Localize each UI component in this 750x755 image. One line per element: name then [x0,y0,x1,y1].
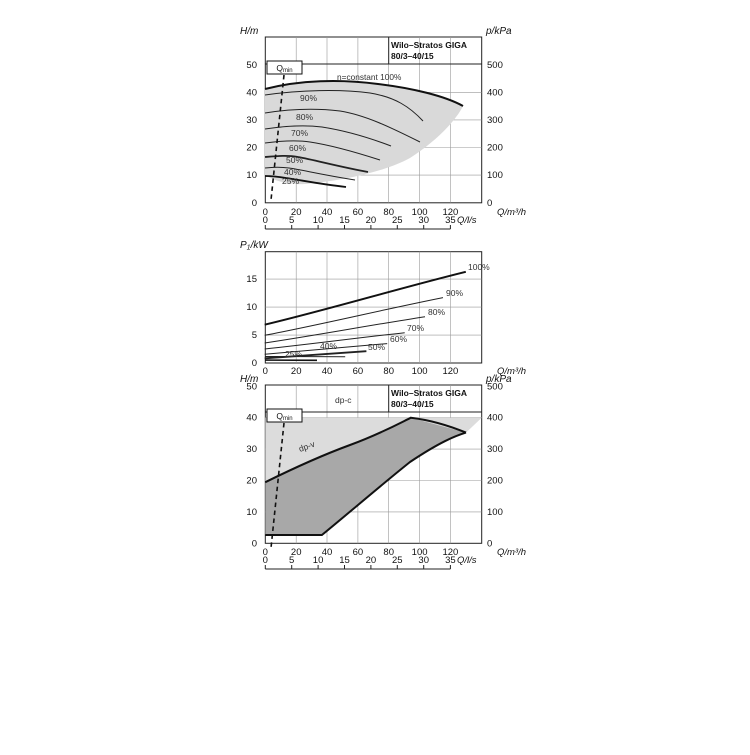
svg-text:0: 0 [252,538,257,549]
svg-text:35: 35 [445,555,456,566]
svg-text:300: 300 [487,444,503,455]
svg-text:400: 400 [487,413,503,424]
svg-text:60: 60 [353,207,364,218]
svg-text:35: 35 [445,215,456,226]
svg-text:25%: 25% [282,176,299,186]
svg-text:20: 20 [366,555,377,566]
svg-text:10: 10 [246,507,257,518]
svg-text:10: 10 [313,555,324,566]
svg-text:80%: 80% [428,307,445,317]
svg-text:15: 15 [339,555,350,566]
svg-text:20: 20 [246,143,257,154]
svg-text:Wilo–Stratos GIGA: Wilo–Stratos GIGA [391,40,467,50]
svg-text:90%: 90% [446,288,463,298]
svg-text:40%: 40% [320,341,337,351]
svg-text:90%: 90% [300,93,317,103]
svg-text:0: 0 [487,198,492,209]
svg-text:80%: 80% [296,112,313,122]
svg-text:500: 500 [487,382,503,393]
svg-text:50: 50 [246,382,257,393]
svg-text:200: 200 [487,143,503,154]
svg-text:30: 30 [418,215,429,226]
svg-text:Q/m³/h: Q/m³/h [497,547,526,558]
svg-text:40: 40 [246,413,257,424]
svg-text:10: 10 [246,170,257,181]
svg-text:H/m: H/m [240,26,258,37]
svg-text:n=constant 100%: n=constant 100% [337,72,402,82]
svg-text:5: 5 [289,555,294,566]
svg-text:15: 15 [246,274,257,285]
svg-text:p/kPa: p/kPa [485,26,512,37]
svg-text:70%: 70% [291,128,308,138]
svg-text:Q/l/s: Q/l/s [457,555,477,566]
svg-text:30: 30 [246,444,257,455]
svg-text:80/3–40/15: 80/3–40/15 [391,399,434,409]
svg-text:P1/kW: P1/kW [240,240,269,252]
svg-text:40: 40 [246,88,257,99]
svg-text:80/3–40/15: 80/3–40/15 [391,51,434,61]
svg-text:0: 0 [263,366,268,377]
svg-text:50%: 50% [286,155,303,165]
svg-text:80: 80 [383,366,394,377]
svg-text:30: 30 [246,115,257,126]
svg-text:0: 0 [252,358,257,369]
svg-text:400: 400 [487,88,503,99]
svg-text:30: 30 [418,555,429,566]
svg-text:25%: 25% [285,349,302,359]
svg-text:60%: 60% [390,334,407,344]
svg-text:20: 20 [291,366,302,377]
svg-text:60: 60 [353,547,364,558]
svg-text:10: 10 [313,215,324,226]
svg-text:60: 60 [353,366,364,377]
svg-text:50%: 50% [368,342,385,352]
svg-text:dp-c: dp-c [335,395,352,405]
svg-text:5: 5 [289,215,294,226]
svg-text:Q/m³/h: Q/m³/h [497,207,526,218]
svg-text:100%: 100% [468,262,490,272]
svg-text:20: 20 [246,476,257,487]
svg-text:0: 0 [263,215,268,226]
svg-text:200: 200 [487,476,503,487]
svg-text:70%: 70% [407,323,424,333]
svg-text:0: 0 [252,198,257,209]
svg-text:100: 100 [487,507,503,518]
svg-text:300: 300 [487,115,503,126]
svg-text:500: 500 [487,60,503,71]
svg-text:40: 40 [322,366,333,377]
svg-text:20: 20 [366,215,377,226]
svg-text:10: 10 [246,302,257,313]
svg-text:100: 100 [487,170,503,181]
svg-text:5: 5 [252,330,257,341]
svg-text:50: 50 [246,60,257,71]
svg-text:Q/l/s: Q/l/s [457,215,477,226]
svg-text:25: 25 [392,555,403,566]
svg-text:0: 0 [487,538,492,549]
svg-text:15: 15 [339,215,350,226]
svg-text:0: 0 [263,555,268,566]
svg-text:60%: 60% [289,143,306,153]
svg-text:100: 100 [412,366,428,377]
svg-text:Wilo–Stratos GIGA: Wilo–Stratos GIGA [391,388,467,398]
svg-text:25: 25 [392,215,403,226]
svg-text:120: 120 [442,366,458,377]
